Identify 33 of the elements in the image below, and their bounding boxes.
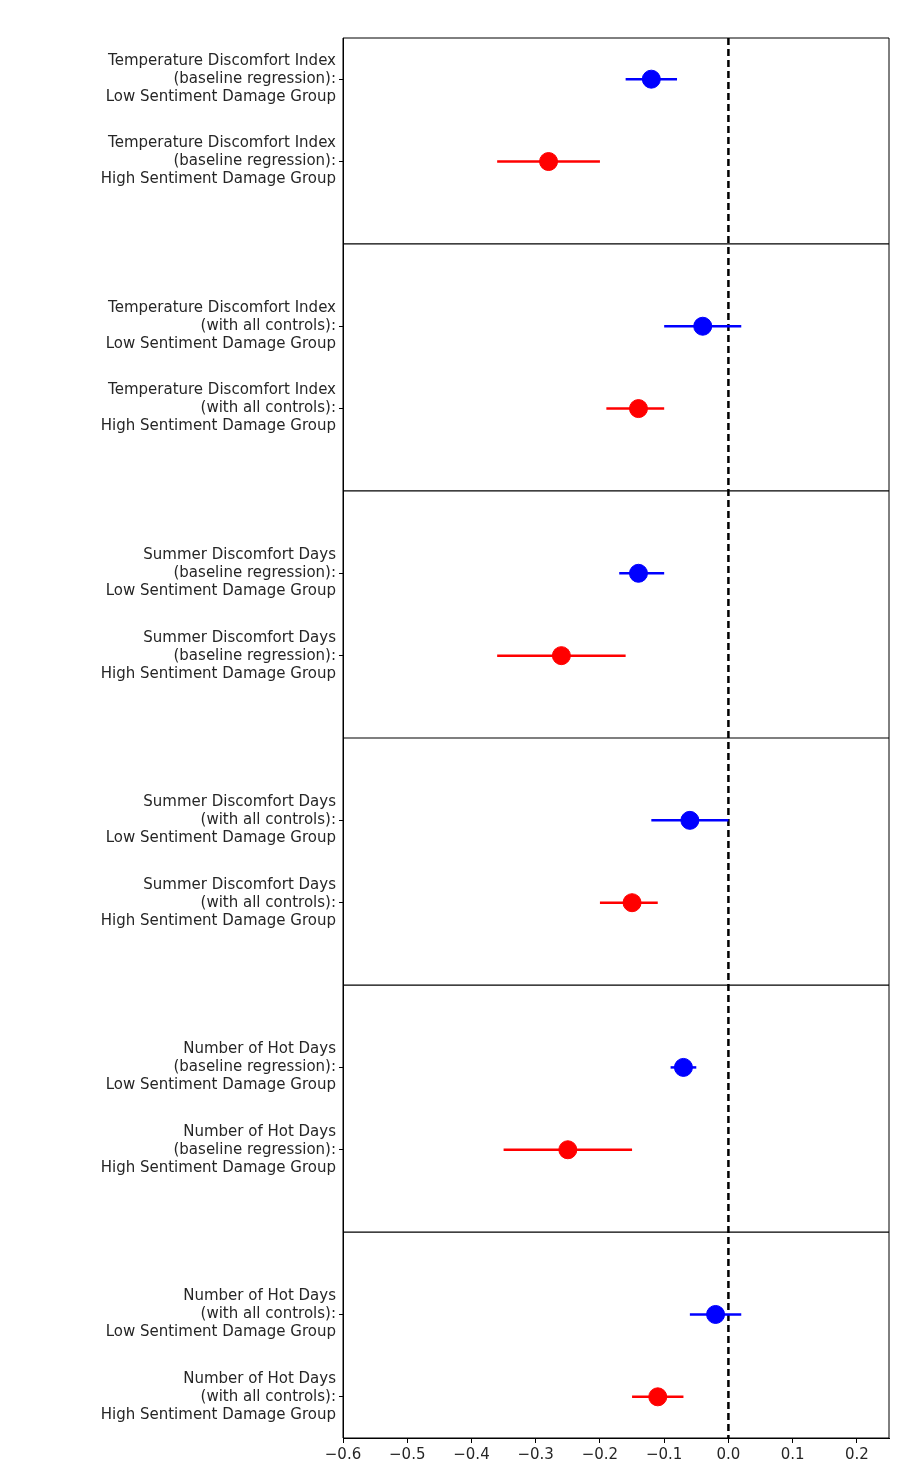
x-tick-label: −0.3 [517,1444,554,1463]
point [706,1304,726,1324]
y-tick-label: Number of Hot Days (baseline regression): High Sentiment Damage Group [100,1121,337,1176]
y-tick-label: Summer Discomfort Days (with all controls): High Sentiment Damage Group [100,874,337,929]
point [551,646,571,666]
y-tick-label: Summer Discomfort Days (baseline regression): High Sentiment Damage Group [100,627,337,682]
x-tick-label: −0.4 [453,1444,490,1463]
point [680,810,700,830]
point [558,1140,578,1160]
x-tick-label: 0.2 [844,1444,869,1463]
point [628,563,648,583]
point [648,1387,668,1407]
y-tick-label: Summer Discomfort Days (baseline regression): Low Sentiment Damage Group [105,545,337,600]
x-tick-label: −0.1 [645,1444,683,1463]
y-tick-label: Temperature Discomfort Index (with all controls): High Sentiment Damage Group [100,380,337,435]
x-tick-label: −0.6 [324,1444,362,1463]
point [622,893,642,913]
y-tick-label: Number of Hot Days (baseline regression): Low Sentiment Damage Group [105,1039,337,1094]
point [673,1057,693,1077]
y-tick-label: Number of Hot Days (with all controls): Low Sentiment Damage Group [105,1286,337,1341]
point [628,399,648,419]
x-tick-label: −0.5 [389,1444,426,1463]
y-tick-label: Summer Discomfort Days (with all controls): Low Sentiment Damage Group [105,792,337,847]
y-tick-label: Number of Hot Days (with all controls): High Sentiment Damage Group [100,1368,337,1423]
point [641,69,661,89]
point [539,152,559,172]
x-tick-label: −0.2 [581,1444,619,1463]
x-tick-label: 0.1 [780,1444,805,1463]
x-tick-label: 0.0 [716,1444,741,1463]
y-tick-label: Temperature Discomfort Index (baseline regression): Low Sentiment Damage Group [105,51,337,106]
point [693,316,713,336]
y-tick-label: Temperature Discomfort Index (with all controls): Low Sentiment Damage Group [105,298,337,353]
y-tick-label: Temperature Discomfort Index (baseline regression): High Sentiment Damage Group [100,133,337,188]
